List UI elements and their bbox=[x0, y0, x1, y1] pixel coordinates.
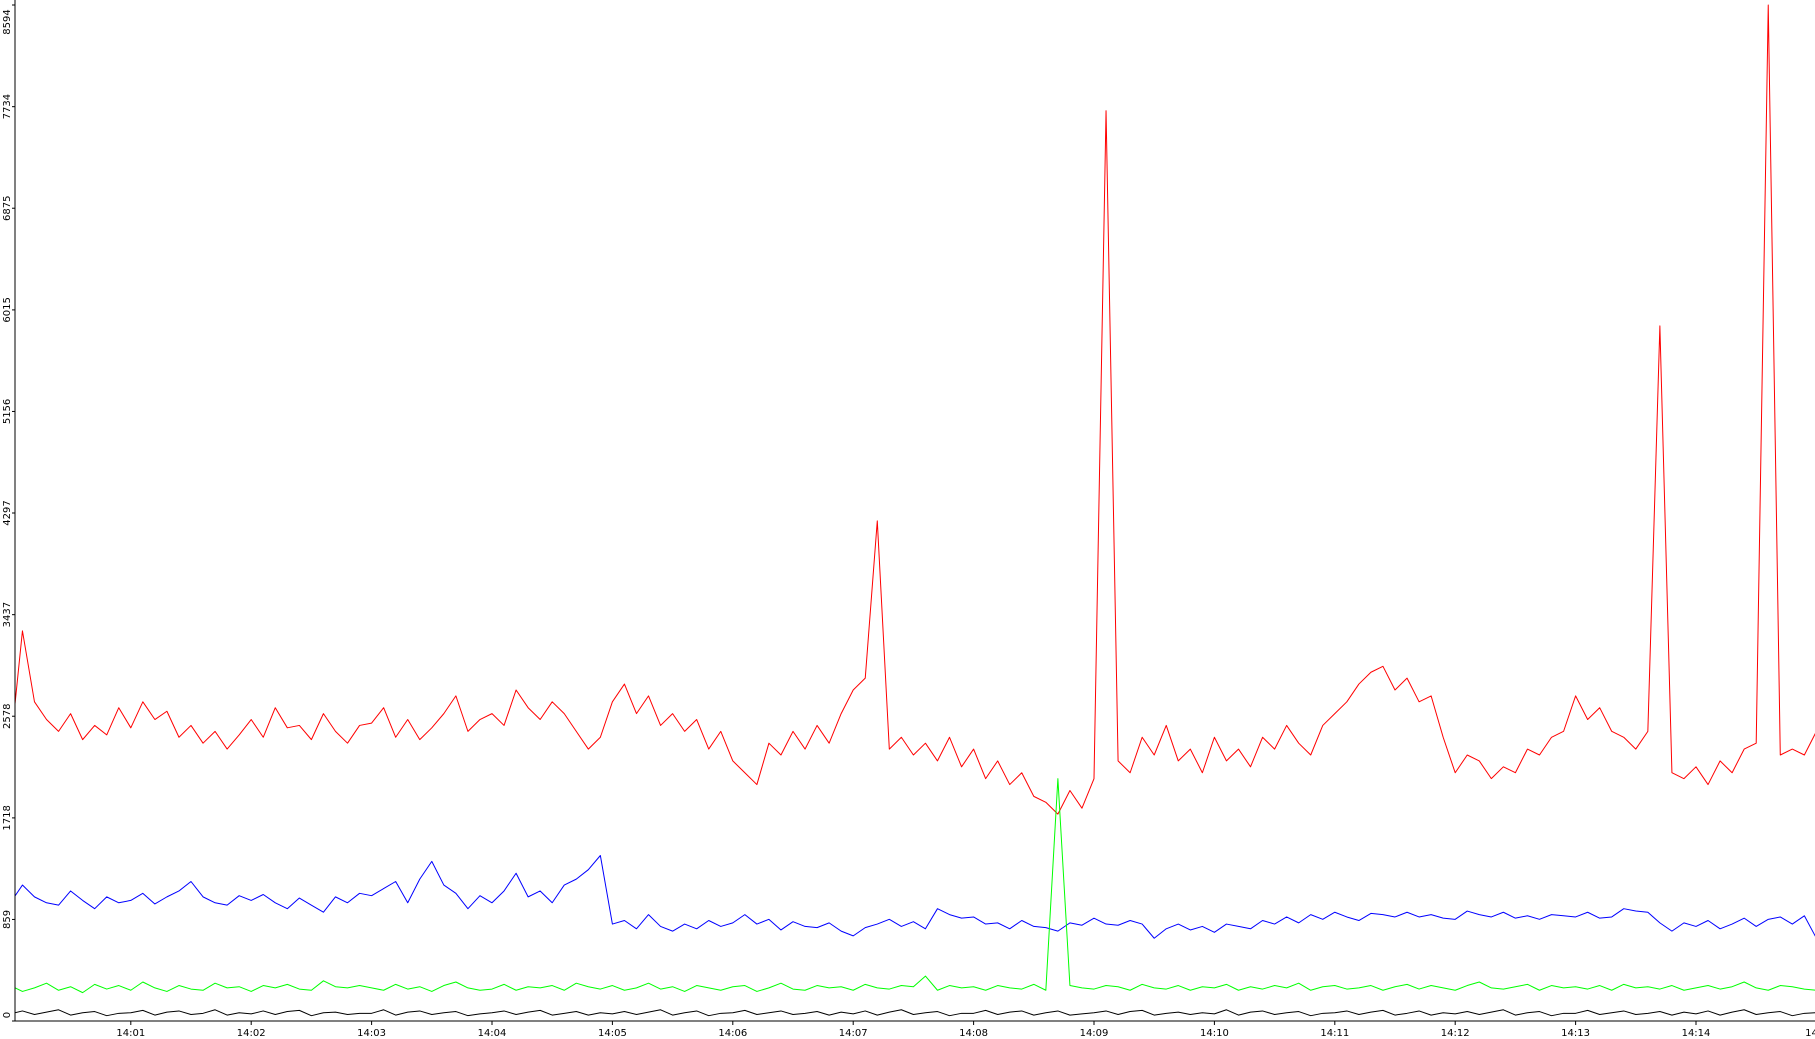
y-tick-label: 5156 bbox=[2, 399, 13, 424]
y-tick-label: 0 bbox=[2, 1012, 13, 1018]
y-tick-label: 8594 bbox=[2, 9, 13, 34]
series-line bbox=[15, 854, 1815, 939]
x-tick-label: 14:02 bbox=[237, 1028, 266, 1039]
x-tick-label: 14:06 bbox=[718, 1028, 747, 1039]
x-tick-label: 14:04 bbox=[478, 1028, 507, 1039]
y-tick-label: 6875 bbox=[2, 195, 13, 220]
x-tick-label: 14:05 bbox=[598, 1028, 627, 1039]
y-tick-label: 3437 bbox=[2, 602, 13, 627]
y-tick-label: 7734 bbox=[2, 94, 13, 119]
x-tick-label: 14:09 bbox=[1080, 1028, 1109, 1039]
y-tick-label: 1718 bbox=[2, 805, 13, 830]
x-tick-label: 14:07 bbox=[839, 1028, 868, 1039]
x-tick-label: 14:11 bbox=[1320, 1028, 1349, 1039]
y-tick-label: 2578 bbox=[2, 703, 13, 728]
y-tick-label: 4297 bbox=[2, 500, 13, 525]
x-tick-label: 14:13 bbox=[1561, 1028, 1590, 1039]
series-line bbox=[15, 4, 1815, 815]
x-tick-label: 14:1 bbox=[1805, 1028, 1815, 1039]
x-tick-label: 14:10 bbox=[1200, 1028, 1229, 1039]
x-tick-label: 14:01 bbox=[116, 1028, 145, 1039]
series-line bbox=[15, 778, 1815, 994]
y-tick-label: 6015 bbox=[2, 297, 13, 322]
x-tick-label: 14:12 bbox=[1441, 1028, 1470, 1039]
series-line bbox=[15, 1009, 1815, 1017]
x-tick-label: 14:03 bbox=[357, 1028, 386, 1039]
x-tick-label: 14:08 bbox=[959, 1028, 988, 1039]
plot-area bbox=[15, 4, 1815, 1017]
x-tick-label: 14:14 bbox=[1682, 1028, 1711, 1039]
y-tick-label: 859 bbox=[2, 910, 13, 929]
